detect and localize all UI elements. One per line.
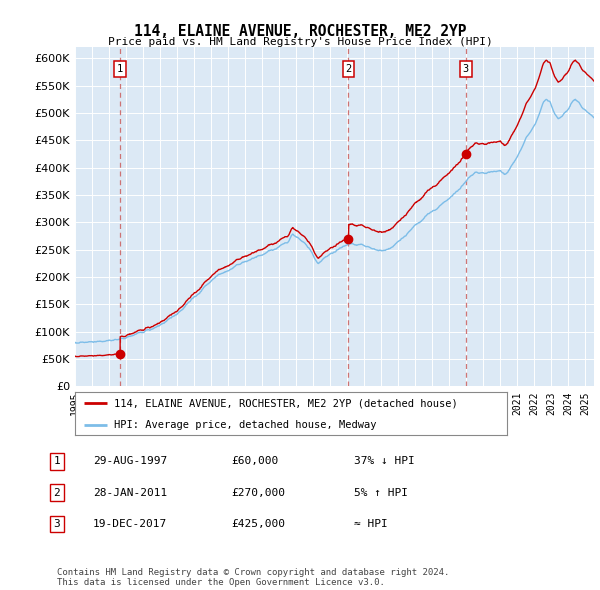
- Text: 2: 2: [346, 64, 352, 74]
- Text: 5% ↑ HPI: 5% ↑ HPI: [354, 488, 408, 497]
- Text: Contains HM Land Registry data © Crown copyright and database right 2024.
This d: Contains HM Land Registry data © Crown c…: [57, 568, 449, 587]
- Text: 3: 3: [463, 64, 469, 74]
- Text: HPI: Average price, detached house, Medway: HPI: Average price, detached house, Medw…: [114, 419, 376, 430]
- Text: 28-JAN-2011: 28-JAN-2011: [93, 488, 167, 497]
- Text: £425,000: £425,000: [231, 519, 285, 529]
- Text: Price paid vs. HM Land Registry's House Price Index (HPI): Price paid vs. HM Land Registry's House …: [107, 37, 493, 47]
- Text: 1: 1: [117, 64, 123, 74]
- Text: ≈ HPI: ≈ HPI: [354, 519, 388, 529]
- Text: 29-AUG-1997: 29-AUG-1997: [93, 457, 167, 466]
- Text: 37% ↓ HPI: 37% ↓ HPI: [354, 457, 415, 466]
- Text: 19-DEC-2017: 19-DEC-2017: [93, 519, 167, 529]
- Text: 114, ELAINE AVENUE, ROCHESTER, ME2 2YP (detached house): 114, ELAINE AVENUE, ROCHESTER, ME2 2YP (…: [114, 398, 458, 408]
- Text: 2: 2: [53, 488, 61, 497]
- Text: 3: 3: [53, 519, 61, 529]
- Text: £60,000: £60,000: [231, 457, 278, 466]
- Text: £270,000: £270,000: [231, 488, 285, 497]
- Text: 1: 1: [53, 457, 61, 466]
- Text: 114, ELAINE AVENUE, ROCHESTER, ME2 2YP: 114, ELAINE AVENUE, ROCHESTER, ME2 2YP: [134, 24, 466, 38]
